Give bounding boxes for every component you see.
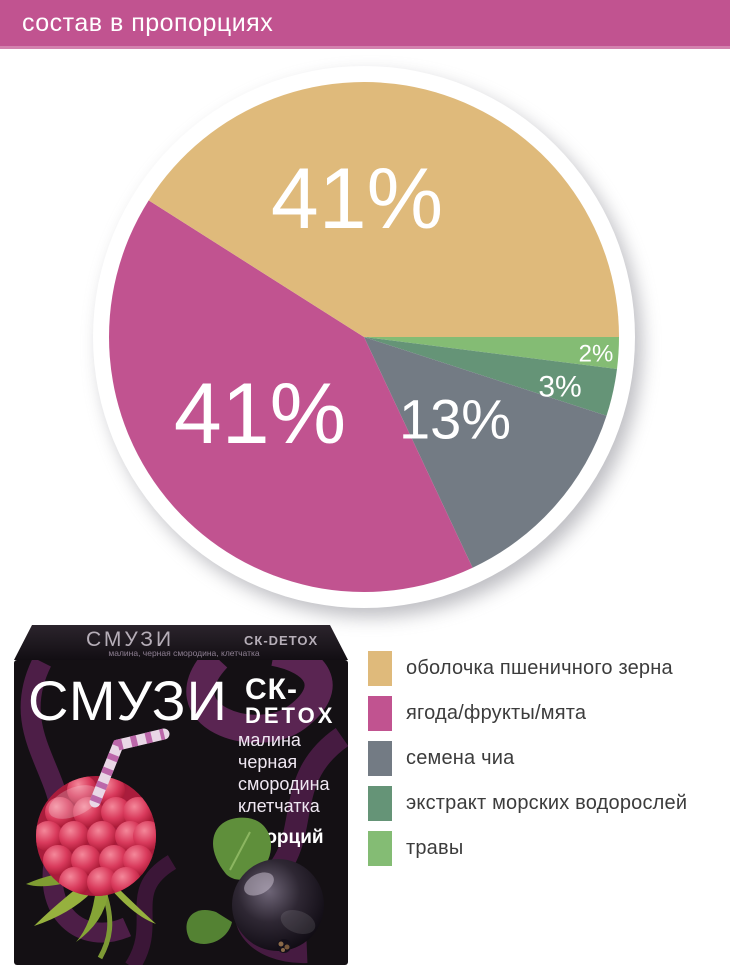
pie-slice — [364, 337, 607, 568]
box-lid-logo: СК-DETOX — [244, 633, 318, 648]
legend-swatch — [368, 741, 392, 776]
pie-value-label: 13% — [399, 388, 511, 451]
straw-illustration — [89, 728, 170, 808]
raspberry-illustration — [26, 728, 170, 960]
pie-labels-group: 2% 3% 13% 41% 41% — [174, 151, 613, 462]
brand-text: СМУЗИ — [28, 669, 228, 732]
ingredient-line: малина — [238, 730, 302, 750]
legend-label: травы — [406, 837, 464, 859]
pie-value-label: 41% — [271, 151, 443, 247]
pie-value-label: 41% — [174, 366, 346, 462]
header-bar: состав в пропорциях — [0, 0, 730, 49]
box-lid-brand: СМУЗИ — [86, 628, 174, 651]
brand-logo: СК- — [245, 673, 298, 706]
box-lid-subtitle: малина, черная смородина, клетчатка — [108, 648, 260, 658]
legend-label: экстракт морских водорослей — [406, 792, 688, 814]
legend-item: экстракт морских водорослей — [368, 786, 718, 821]
legend-label: ягода/фрукты/мята — [406, 702, 587, 724]
ingredients-list: малина черная смородина клетчатка — [238, 730, 331, 816]
pie-slices-group — [109, 82, 619, 592]
ingredient-line: черная — [238, 752, 297, 772]
pie-value-label: 2% — [579, 341, 614, 368]
legend-swatch — [368, 696, 392, 731]
currant-illustration — [186, 817, 324, 953]
legend-item: ягода/фрукты/мята — [368, 696, 718, 731]
page-title: состав в пропорциях — [22, 8, 274, 37]
box-lid — [14, 625, 348, 660]
ingredient-line: смородина — [238, 774, 331, 794]
legend-item: семена чиа — [368, 741, 718, 776]
legend-swatch — [368, 786, 392, 821]
legend-swatch — [368, 651, 392, 686]
legend-item: травы — [368, 831, 718, 866]
legend-label: семена чиа — [406, 747, 515, 769]
pie-slice — [109, 200, 473, 592]
product-box-image: СМУЗИ СК-DETOX малина, черная смородина,… — [12, 622, 350, 970]
legend-item: оболочка пшеничного зерна — [368, 651, 718, 686]
pie-slice — [148, 82, 619, 337]
pie-value-label: 3% — [538, 371, 581, 404]
pie-slice — [364, 337, 619, 369]
chart-legend: оболочка пшеничного зерна ягода/фрукты/м… — [368, 651, 718, 876]
legend-label: оболочка пшеничного зерна — [406, 657, 673, 679]
ingredient-line: клетчатка — [238, 796, 321, 816]
legend-swatch — [368, 831, 392, 866]
line-text: DETOX — [245, 703, 335, 728]
pie-chart: 2% 3% 13% 41% 41% — [74, 47, 654, 627]
pie-slice — [364, 337, 617, 416]
